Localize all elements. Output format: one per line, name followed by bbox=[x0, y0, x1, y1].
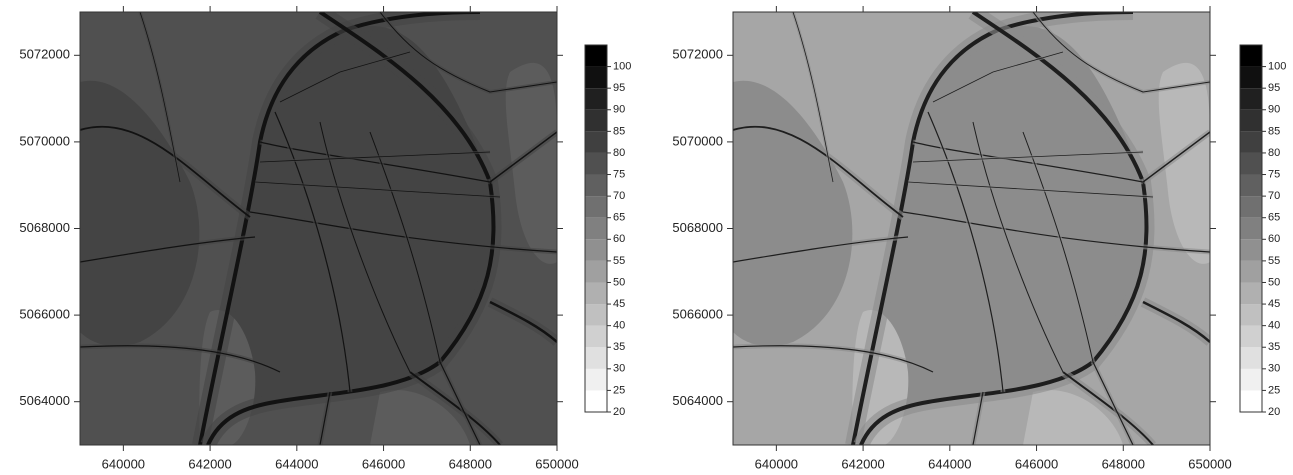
colorbar-tick-label: 75 bbox=[1268, 168, 1280, 180]
colorbar-tick-label: 95 bbox=[1268, 82, 1280, 94]
y-tick-label: 5066000 bbox=[672, 307, 723, 322]
colorbar-tick-label: 30 bbox=[1268, 363, 1280, 375]
colorbar-level bbox=[1240, 110, 1262, 132]
colorbar-tick-label: 70 bbox=[613, 190, 625, 202]
x-tick-label: 644000 bbox=[928, 456, 971, 471]
colorbar-tick-label: 60 bbox=[613, 233, 625, 245]
colorbar-level bbox=[585, 261, 607, 283]
x-tick-label: 642000 bbox=[188, 456, 231, 471]
figure: 6400006420006440006460006480006500005064… bbox=[0, 0, 1293, 475]
x-tick-label: 642000 bbox=[841, 456, 884, 471]
colorbar-level bbox=[585, 282, 607, 304]
colorbar-tick-label: 55 bbox=[1268, 255, 1280, 267]
colorbar-level bbox=[1240, 131, 1262, 153]
colorbar-level bbox=[585, 110, 607, 132]
colorbar-tick-label: 50 bbox=[613, 276, 625, 288]
y-tick-label: 5070000 bbox=[19, 133, 70, 148]
colorbar-level bbox=[585, 347, 607, 369]
y-tick-label: 5068000 bbox=[672, 220, 723, 235]
colorbar-tick-label: 65 bbox=[1268, 212, 1280, 224]
colorbar-level bbox=[1240, 239, 1262, 261]
colorbar-level bbox=[1240, 369, 1262, 391]
colorbar-tick-label: 35 bbox=[613, 341, 625, 353]
colorbar-level bbox=[585, 45, 607, 67]
colorbar-tick-label: 90 bbox=[613, 104, 625, 116]
colorbar-tick-label: 100 bbox=[1268, 60, 1286, 72]
colorbar-level bbox=[585, 88, 607, 110]
colorbar-level bbox=[1240, 67, 1262, 89]
colorbar-level bbox=[585, 369, 607, 391]
colorbar-tick-label: 80 bbox=[1268, 147, 1280, 159]
colorbar-tick-label: 40 bbox=[613, 320, 625, 332]
x-tick-label: 648000 bbox=[449, 456, 492, 471]
y-tick-label: 5072000 bbox=[19, 47, 70, 62]
colorbar-level bbox=[1240, 196, 1262, 218]
x-tick-label: 650000 bbox=[535, 456, 578, 471]
colorbar-level bbox=[1240, 88, 1262, 110]
colorbar-level bbox=[585, 304, 607, 326]
colorbar-level bbox=[1240, 282, 1262, 304]
x-tick-label: 650000 bbox=[1188, 456, 1231, 471]
y-tick-label: 5068000 bbox=[19, 220, 70, 235]
map-panel: 640000 642000 644000 646000 648000 650000 5064… bbox=[672, 6, 1286, 471]
colorbar-tick-label: 45 bbox=[613, 298, 625, 310]
colorbar-tick-label: 55 bbox=[613, 255, 625, 267]
colorbar-tick-label: 25 bbox=[1268, 384, 1280, 396]
colorbar-tick-label: 20 bbox=[1268, 406, 1280, 418]
x-tick-label: 648000 bbox=[1102, 456, 1145, 471]
x-tick-label: 646000 bbox=[1015, 456, 1058, 471]
colorbar-tick-label: 80 bbox=[613, 147, 625, 159]
y-tick-label: 5070000 bbox=[672, 133, 723, 148]
colorbar-tick-label: 35 bbox=[1268, 341, 1280, 353]
x-tick-label: 644000 bbox=[275, 456, 318, 471]
colorbar-tick-label: 20 bbox=[613, 406, 625, 418]
y-tick-label: 5064000 bbox=[672, 393, 723, 408]
colorbar-tick-label: 40 bbox=[1268, 320, 1280, 332]
colorbar-level bbox=[585, 239, 607, 261]
colorbar-level bbox=[1240, 218, 1262, 240]
map-panel: 640000 642000 644000 646000 648000 650000 5064… bbox=[19, 6, 631, 471]
colorbar-tick-label: 100 bbox=[613, 60, 631, 72]
colorbar-level bbox=[585, 175, 607, 197]
colorbar-level bbox=[585, 196, 607, 218]
colorbar-tick-label: 90 bbox=[1268, 104, 1280, 116]
colorbar-tick-label: 60 bbox=[1268, 233, 1280, 245]
colorbar-level bbox=[1240, 261, 1262, 283]
raster bbox=[80, 12, 557, 445]
colorbar-tick-label: 45 bbox=[1268, 298, 1280, 310]
colorbar-tick-label: 85 bbox=[1268, 125, 1280, 137]
y-tick-label: 5066000 bbox=[19, 307, 70, 322]
colorbar-level bbox=[585, 67, 607, 89]
colorbar-level bbox=[585, 218, 607, 240]
colorbar-tick-label: 95 bbox=[613, 82, 625, 94]
colorbar-tick-label: 25 bbox=[613, 384, 625, 396]
y-tick-label: 5064000 bbox=[19, 393, 70, 408]
colorbar-tick-label: 50 bbox=[1268, 276, 1280, 288]
y-tick-label: 5072000 bbox=[672, 47, 723, 62]
colorbar-tick-label: 85 bbox=[613, 125, 625, 137]
colorbar-level bbox=[1240, 347, 1262, 369]
raster bbox=[733, 12, 1210, 445]
x-tick-label: 640000 bbox=[755, 456, 798, 471]
colorbar-level bbox=[1240, 326, 1262, 348]
x-tick-label: 646000 bbox=[362, 456, 405, 471]
colorbar-level bbox=[1240, 175, 1262, 197]
colorbar-level bbox=[1240, 45, 1262, 67]
colorbar-level bbox=[585, 131, 607, 153]
colorbar-tick-label: 65 bbox=[613, 212, 625, 224]
colorbar-level bbox=[585, 153, 607, 175]
colorbar-level bbox=[1240, 390, 1262, 412]
colorbar-level bbox=[1240, 304, 1262, 326]
colorbar-level bbox=[585, 326, 607, 348]
colorbar-level bbox=[1240, 153, 1262, 175]
colorbar-level bbox=[585, 390, 607, 412]
x-tick-label: 640000 bbox=[102, 456, 145, 471]
colorbar-tick-label: 75 bbox=[613, 168, 625, 180]
colorbar-tick-label: 30 bbox=[613, 363, 625, 375]
colorbar-tick-label: 70 bbox=[1268, 190, 1280, 202]
